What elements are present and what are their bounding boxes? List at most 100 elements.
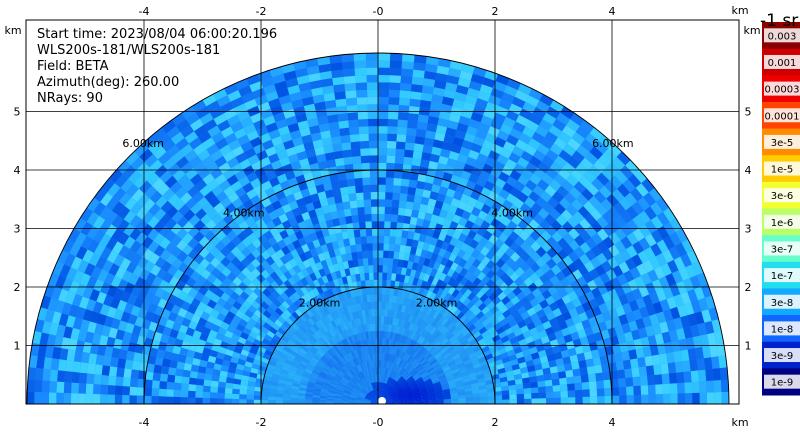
radar-bin [549, 143, 563, 156]
radar-bin [245, 262, 256, 273]
radar-bin [419, 388, 428, 392]
radar-bin [250, 178, 262, 189]
radar-bin [95, 256, 107, 270]
radar-bin [348, 402, 357, 404]
radar-bin [193, 143, 207, 156]
radar-bin [559, 197, 571, 210]
radar-bin [241, 267, 251, 277]
radar-bin [405, 374, 412, 381]
radar-bin [484, 375, 493, 382]
radar-bin [378, 389, 380, 397]
radar-bin [421, 373, 429, 379]
radar-bin [454, 264, 464, 274]
radar-bin [350, 394, 358, 398]
radar-bin [291, 385, 300, 390]
radar-bin [333, 150, 344, 160]
radar-bin [143, 135, 158, 149]
radar-bin [272, 370, 281, 376]
radar-bin [721, 391, 729, 404]
radar-bin [591, 232, 603, 245]
radar-bin [343, 75, 356, 84]
radar-bin [116, 299, 128, 312]
radar-bin [634, 275, 646, 288]
radar-bin [446, 243, 455, 253]
radar-bin [143, 260, 155, 273]
radar-bin [464, 320, 474, 329]
radar-bin [327, 395, 335, 398]
radar-bin [642, 315, 653, 328]
radar-bin [386, 280, 391, 288]
radar-bin [444, 354, 453, 362]
radar-bin [512, 197, 525, 209]
radar-bin [358, 372, 364, 380]
radar-bin [597, 396, 605, 404]
radar-bin [384, 368, 387, 376]
radar-bin [486, 269, 496, 279]
radar-bin [376, 352, 378, 361]
radar-bin [312, 392, 321, 396]
radar-bin [356, 97, 368, 105]
radar-bin [341, 291, 348, 300]
radar-bin [584, 213, 597, 226]
radar-bin [321, 205, 331, 215]
radar-bin [606, 268, 617, 281]
radar-bin [393, 325, 398, 333]
radar-bin [523, 224, 535, 236]
radar-bin [257, 305, 266, 314]
radar-bin [562, 143, 577, 157]
radar-bin [146, 172, 160, 186]
radar-bin [474, 366, 483, 373]
radar-bin [467, 255, 477, 265]
radar-bin [312, 323, 320, 332]
radar-bin [274, 330, 284, 339]
radar-bin [87, 197, 100, 212]
radar-bin [558, 371, 567, 379]
radar-bin [219, 370, 228, 378]
radar-bin [669, 383, 678, 394]
radar-bin [415, 376, 423, 383]
radar-bin [181, 383, 189, 391]
radar-bin [311, 87, 324, 97]
radar-bin [427, 244, 436, 253]
radar-bin [219, 144, 232, 156]
radar-bin [638, 224, 651, 238]
radar-bin [476, 262, 486, 272]
radar-bin [352, 376, 359, 383]
radar-bin [557, 237, 569, 249]
radar-bin [385, 385, 391, 392]
radar-bin [171, 257, 183, 270]
radar-bin [350, 207, 359, 216]
radar-bin [378, 301, 382, 309]
radar-bin [673, 294, 684, 307]
radar-bin [285, 381, 293, 386]
radar-bin [536, 308, 546, 319]
radar-bin [408, 367, 415, 374]
radar-bin [434, 388, 443, 392]
radar-bin [151, 177, 165, 191]
radar-bin [354, 349, 359, 358]
radar-bin [370, 353, 374, 361]
radar-bin [690, 324, 700, 338]
radar-bin [386, 140, 397, 149]
radar-bin [262, 322, 272, 331]
radar-bin [263, 84, 277, 95]
radar-bin [452, 136, 464, 147]
radar-bin [447, 120, 459, 130]
radar-bin [133, 296, 145, 309]
radar-bin [537, 179, 550, 191]
radar-bin [419, 295, 426, 304]
radar-bin [106, 285, 118, 298]
radar-bin [360, 380, 366, 387]
radar-bin [676, 371, 685, 384]
radar-bin [213, 338, 223, 347]
radar-bin [356, 402, 364, 404]
colorbar-label: 3e-5 [771, 138, 794, 149]
radar-bin [385, 402, 393, 404]
radar-bin [373, 397, 378, 404]
radar-bin [428, 393, 436, 397]
radar-bin [188, 377, 197, 385]
radar-bin [425, 56, 439, 66]
radar-bin [144, 379, 153, 389]
radar-bin [384, 353, 387, 361]
radar-bin [658, 276, 670, 289]
